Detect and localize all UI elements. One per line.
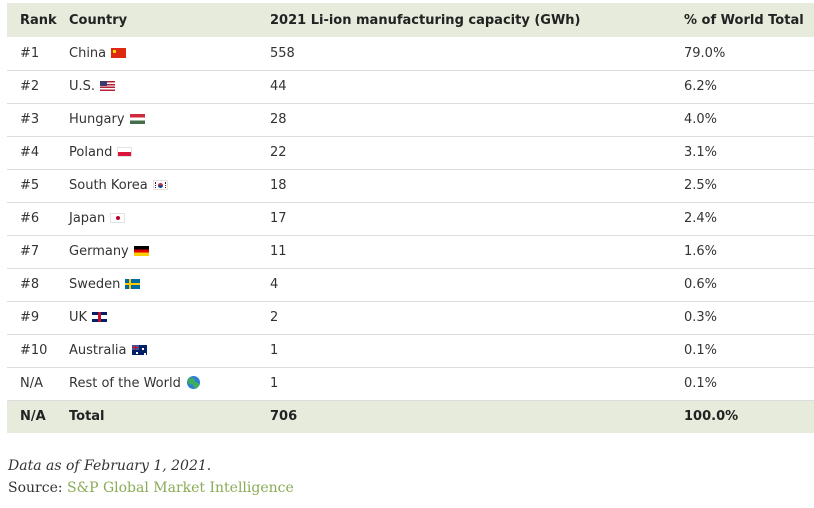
hungary-flag-icon (129, 114, 145, 124)
rank-cell: #8 (20, 277, 40, 292)
rank-cell: #5 (20, 178, 40, 193)
globe-icon (186, 376, 200, 389)
capacity-cell: 44 (270, 79, 287, 94)
header-share: % of World Total (684, 12, 804, 28)
capacity-cell: 558 (270, 45, 295, 61)
sweden-flag-icon (125, 279, 141, 289)
capacity-cell: 28 (270, 112, 287, 127)
rank-cell: #2 (20, 79, 40, 94)
table-row: #5 South Korea 18 2.5% (7, 169, 814, 202)
rank-cell: #7 (20, 244, 40, 259)
capacity-table-container: Rank Country 2021 Li-ion manufacturing c… (7, 3, 814, 433)
country-name: UK (69, 310, 88, 325)
country-cell: Poland (56, 136, 257, 169)
share-cell: 6.2% (684, 79, 718, 94)
country-name: South Korea (69, 178, 148, 193)
share-cell: 4.0% (684, 112, 718, 127)
rank-cell: #1 (20, 45, 40, 61)
capacity-cell: 17 (270, 211, 287, 226)
share-cell: 79.0% (684, 45, 726, 61)
total-row: N/A Total 706 100.0% (7, 400, 814, 433)
source-link[interactable]: S&P Global Market Intelligence (67, 480, 294, 496)
capacity-cell: 22 (270, 145, 287, 160)
country-cell: Australia (56, 334, 257, 367)
table-row: #9 UK 2 0.3% (7, 301, 814, 334)
capacity-cell: 2 (270, 310, 279, 325)
total-rank-cell: N/A (20, 409, 46, 425)
uk-flag-icon (92, 312, 108, 322)
capacity-cell: 18 (270, 178, 287, 193)
capacity-cell: 11 (270, 244, 287, 259)
total-label-cell: Total (69, 409, 105, 425)
country-cell: UK (56, 301, 257, 334)
country-cell: Hungary (56, 103, 257, 136)
table-row: #1 China 558 79.0% (7, 37, 814, 70)
germany-flag-icon (133, 246, 149, 256)
total-capacity-cell: 706 (270, 409, 298, 425)
source-label: Source: (8, 480, 63, 496)
share-cell: 3.1% (684, 145, 718, 160)
rank-cell: #9 (20, 310, 40, 325)
country-name: Germany (69, 244, 129, 259)
country-name: Japan (69, 211, 106, 226)
south-korea-flag-icon (152, 180, 168, 190)
table-header-row: Rank Country 2021 Li-ion manufacturing c… (7, 3, 814, 37)
rank-cell: #10 (20, 343, 48, 358)
country-name: Hungary (69, 112, 125, 127)
rank-cell: #3 (20, 112, 40, 127)
country-cell: Germany (56, 235, 257, 268)
share-cell: 2.5% (684, 178, 718, 193)
japan-flag-icon (110, 213, 126, 223)
table-row: #10 Australia 1 0.1% (7, 334, 814, 367)
country-cell: U.S. (56, 70, 257, 103)
table-row: #4 Poland 22 3.1% (7, 136, 814, 169)
us-flag-icon (100, 81, 116, 91)
country-cell: South Korea (56, 169, 257, 202)
share-cell: 0.1% (684, 343, 718, 358)
table-row: #7 Germany 11 1.6% (7, 235, 814, 268)
country-name: Rest of the World (69, 376, 181, 391)
table-row: #2 U.S. 44 6.2% (7, 70, 814, 103)
capacity-cell: 1 (270, 376, 279, 391)
header-capacity: 2021 Li-ion manufacturing capacity (GWh) (270, 12, 581, 28)
source-line: Source: S&P Global Market Intelligence (8, 480, 294, 496)
data-date-note: Data as of February 1, 2021. (8, 458, 212, 474)
country-cell: Rest of the World (56, 367, 257, 400)
header-country: Country (69, 12, 128, 28)
share-cell: 0.3% (684, 310, 718, 325)
rank-cell: #4 (20, 145, 40, 160)
china-flag-icon (111, 47, 127, 58)
country-name: Sweden (69, 277, 121, 292)
share-cell: 0.6% (684, 277, 718, 292)
country-name: Australia (69, 343, 127, 358)
country-name: Poland (69, 145, 113, 160)
capacity-cell: 1 (270, 343, 279, 358)
australia-flag-icon (131, 345, 147, 355)
table-row: #8 Sweden 4 0.6% (7, 268, 814, 301)
header-rank: Rank (20, 12, 57, 28)
table-row: #3 Hungary 28 4.0% (7, 103, 814, 136)
country-name: U.S. (69, 79, 96, 94)
share-cell: 1.6% (684, 244, 718, 259)
share-cell: 2.4% (684, 211, 718, 226)
table-row: #6 Japan 17 2.4% (7, 202, 814, 235)
country-name: China (69, 45, 107, 61)
rank-cell: N/A (20, 376, 43, 391)
rank-cell: #6 (20, 211, 40, 226)
share-cell: 0.1% (684, 376, 718, 391)
table-row: N/A Rest of the World 1 0.1% (7, 367, 814, 400)
poland-flag-icon (117, 147, 133, 157)
country-cell: China (56, 37, 257, 70)
country-cell: Japan (56, 202, 257, 235)
capacity-table: Rank Country 2021 Li-ion manufacturing c… (7, 3, 814, 433)
total-share-cell: 100.0% (684, 409, 739, 425)
country-cell: Sweden (56, 268, 257, 301)
capacity-cell: 4 (270, 277, 279, 292)
